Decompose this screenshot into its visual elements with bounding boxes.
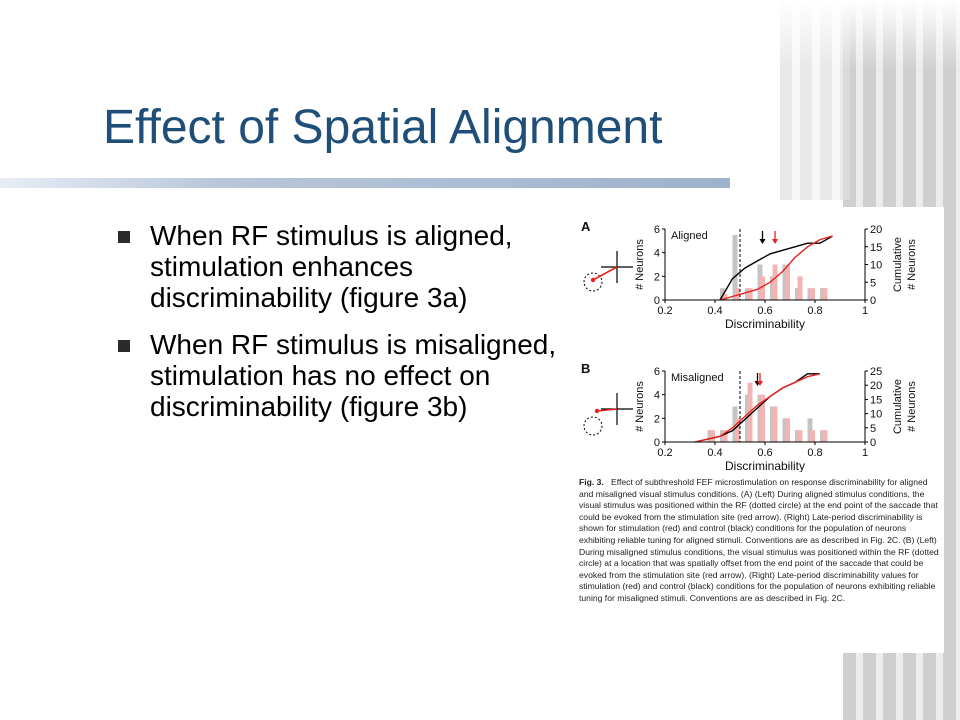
bullet-item: When RF stimulus is aligned, stimulation… bbox=[118, 220, 578, 313]
y2-tick-label: 5 bbox=[870, 423, 876, 435]
x-tick-label: 0.6 bbox=[757, 305, 772, 317]
x-axis-label: Discriminability bbox=[725, 317, 805, 331]
panel-letter: A bbox=[581, 219, 591, 234]
bar-stimulation bbox=[772, 406, 778, 442]
bullet-marker-icon bbox=[118, 231, 130, 243]
y-tick-label: 6 bbox=[654, 366, 660, 378]
y2-tick-label: 10 bbox=[870, 260, 882, 272]
bar-stimulation bbox=[822, 288, 828, 300]
bar-stimulation bbox=[785, 418, 790, 442]
x-tick-label: 0.8 bbox=[807, 447, 822, 459]
bullet-item: When RF stimulus is misaligned, stimulat… bbox=[118, 329, 578, 422]
x-axis-label: Discriminability bbox=[725, 459, 805, 472]
figure-caption: Fig. 3. Effect of subthreshold FEF micro… bbox=[579, 477, 939, 605]
bar-stimulation bbox=[810, 288, 815, 300]
y-tick-label: 4 bbox=[654, 248, 660, 260]
bar-stimulation bbox=[747, 288, 753, 300]
y2-tick-label: 0 bbox=[870, 295, 876, 307]
bar-stimulation bbox=[785, 264, 790, 300]
x-tick-label: 0.8 bbox=[807, 305, 822, 317]
bullet-text: When RF stimulus is aligned, stimulation… bbox=[150, 220, 513, 313]
panel-title: Misaligned bbox=[671, 372, 724, 384]
bullet-text: When RF stimulus is misaligned, stimulat… bbox=[150, 329, 557, 422]
bar-stimulation bbox=[722, 294, 728, 300]
bar-control bbox=[732, 234, 738, 300]
saccade-arrow-head-icon bbox=[594, 408, 600, 414]
slide-title: Effect of Spatial Alignment bbox=[103, 101, 663, 154]
panel-letter: B bbox=[581, 361, 590, 376]
caption-text: Effect of subthreshold FEF microstimulat… bbox=[579, 477, 939, 603]
bar-stimulation bbox=[735, 288, 740, 300]
x-tick-label: 0.4 bbox=[707, 447, 722, 459]
panel-b: B0.2 0.4 0.6 0.8 102460510152025MisalignedDi… bbox=[581, 361, 918, 473]
bar-stimulation bbox=[735, 418, 740, 442]
x-tick-label: 0.6 bbox=[757, 447, 772, 459]
y2-tick-label: 10 bbox=[870, 409, 882, 421]
panel-a: A0.2 0.4 0.6 0.8 1024605101520AlignedDiscrim… bbox=[581, 219, 918, 331]
panel-title: Aligned bbox=[671, 230, 708, 242]
y2-tick-label: 0 bbox=[870, 437, 876, 449]
x-tick-label: 0.2 bbox=[657, 305, 672, 317]
bullet-list: When RF stimulus is aligned, stimulation… bbox=[118, 220, 578, 438]
y2-tick-label: 15 bbox=[870, 394, 882, 406]
x-tick-label: 0.2 bbox=[657, 447, 672, 459]
y2-axis-label: Cumulative bbox=[892, 379, 904, 434]
y-tick-label: 6 bbox=[654, 224, 660, 236]
bar-stimulation bbox=[722, 430, 728, 442]
bar-stimulation bbox=[760, 276, 765, 300]
bar-control bbox=[720, 288, 725, 300]
y2-tick-label: 20 bbox=[870, 224, 882, 236]
x-tick-label: 0.4 bbox=[707, 305, 722, 317]
title-underline bbox=[0, 178, 730, 188]
y2-tick-label: 20 bbox=[870, 380, 882, 392]
x-tick-label: 1 bbox=[862, 447, 868, 459]
bar-stimulation bbox=[810, 430, 815, 442]
y2-axis-label: Cumulative bbox=[892, 237, 904, 292]
stimulation-mean-arrow-icon-head bbox=[757, 381, 763, 386]
caption-label: Fig. 3. bbox=[579, 477, 604, 487]
stimulation-mean-arrow-icon-head bbox=[772, 239, 778, 244]
y-axis-label: # Neurons bbox=[634, 381, 646, 432]
figure-panel: A 0.2 0.4 0.6 0.8 1 0 2 4 6 0 5 10 15 20 Aligned Discrim… bbox=[575, 207, 944, 653]
bar-stimulation bbox=[822, 430, 828, 442]
control-mean-arrow-icon-head bbox=[759, 239, 766, 244]
y-tick-label: 4 bbox=[654, 390, 660, 402]
background-fade bbox=[0, 0, 960, 70]
bar-stimulation bbox=[797, 430, 803, 442]
y2-tick-label: 5 bbox=[870, 277, 876, 289]
y-tick-label: 2 bbox=[654, 413, 660, 425]
y2-axis-label: # Neurons bbox=[906, 381, 918, 432]
x-tick-label: 1 bbox=[862, 305, 868, 317]
receptive-field-circle-icon bbox=[583, 416, 603, 436]
bar-stimulation bbox=[710, 430, 715, 442]
cumulative-line-stimulation bbox=[719, 235, 833, 301]
y2-tick-label: 25 bbox=[870, 366, 882, 378]
y-tick-label: 0 bbox=[654, 295, 660, 307]
y2-tick-label: 15 bbox=[870, 242, 882, 254]
saccade-arrow-icon bbox=[592, 266, 618, 281]
saccade-arrow-head-icon bbox=[590, 277, 596, 283]
bullet-marker-icon bbox=[118, 340, 130, 352]
receptive-field-circle-icon bbox=[583, 272, 603, 292]
y2-axis-label: # Neurons bbox=[906, 239, 918, 290]
y-axis-label: # Neurons bbox=[634, 239, 646, 290]
bar-stimulation bbox=[797, 276, 803, 300]
y-tick-label: 0 bbox=[654, 437, 660, 449]
cumulative-line-stimulation bbox=[694, 373, 821, 443]
bar-stimulation bbox=[760, 394, 765, 442]
bar-stimulation bbox=[772, 264, 778, 300]
y-tick-label: 2 bbox=[654, 271, 660, 283]
saccade-arrow-icon bbox=[596, 408, 618, 412]
figure-3-chart: A0.2 0.4 0.6 0.8 1024605101520AlignedDiscrim… bbox=[581, 219, 918, 473]
